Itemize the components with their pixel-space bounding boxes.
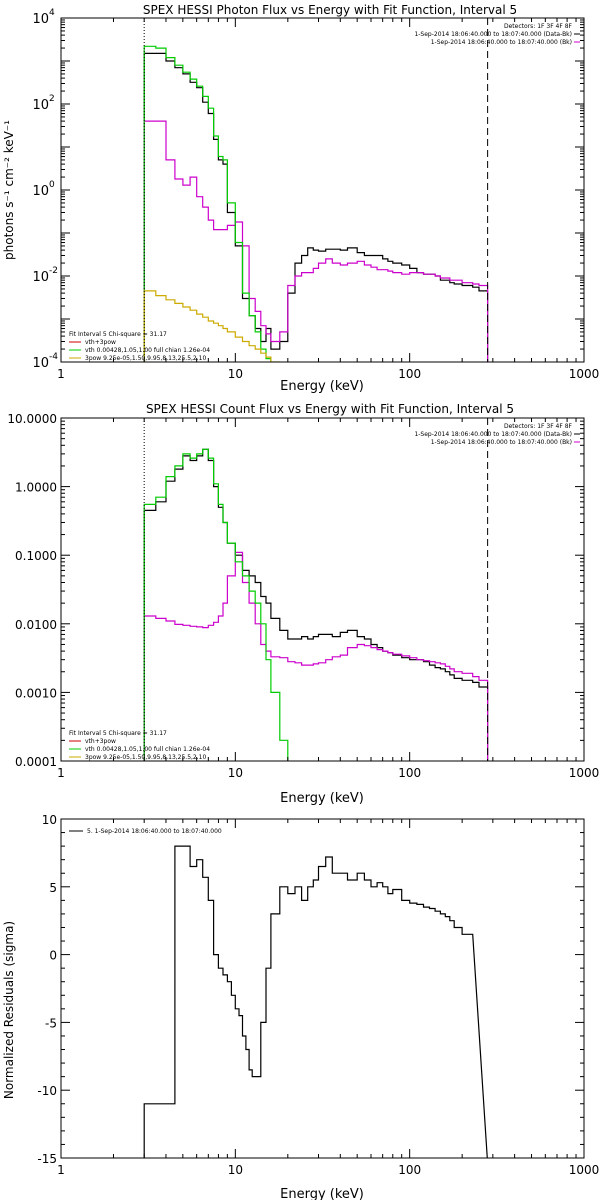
- y-tick-exponent: -4: [49, 352, 58, 362]
- plot-frame: [60, 818, 585, 1159]
- plot-area: 1 10 100 1000 -15 -10 -5 0 5 10 5. 1-Sep-2014 18:0…: [37, 813, 599, 1177]
- chart-title: SPEX HESSI Count Flux vs Energy with Fit…: [146, 402, 514, 416]
- photon-flux-panel: SPEX HESSI Photon Flux vs Energy with Fi…: [2, 3, 599, 394]
- y-tick-label: -10: [37, 1084, 57, 1098]
- count-flux-panel: SPEX HESSI Count Flux vs Energy with Fit…: [7, 402, 599, 806]
- series-bk-line: [143, 551, 489, 761]
- legend-entry-text: 3pow 9.25e-05,1.50,9.95,8.13,25.5,2.10: [85, 754, 206, 761]
- y-tick-label: 10: [32, 184, 49, 199]
- y-tick-label: 10: [32, 270, 49, 285]
- legend-entry-text: Detectors: 1F 3F 4F 8F: [504, 23, 573, 30]
- plot-frame: [60, 417, 585, 762]
- series-bk-line: [143, 120, 489, 362]
- legend-entry-text: vth 0.00428,1.05,1.00 full chian 1.26e-0…: [85, 347, 210, 354]
- y-tick-label: 10: [32, 12, 49, 27]
- y-tick-label: 0.0010: [15, 686, 57, 700]
- y-axis-label: photons s⁻¹ cm⁻² keV⁻¹: [2, 120, 16, 260]
- x-axis-label: Energy (keV): [280, 379, 364, 394]
- plot-frame: [60, 17, 585, 363]
- legend-entry-text: 3pow 9.25e-05,1.50,9.95,8.13,25.5,2.10: [85, 355, 206, 362]
- legend-entry-text: vth 0.00428,1.05,1.00 full chian 1.26e-0…: [85, 746, 210, 753]
- series-data-line: [143, 448, 489, 761]
- x-tick-label: 100: [398, 766, 421, 780]
- y-tick-label: 10: [32, 98, 49, 113]
- legend-entry-text: vth+3pow: [85, 339, 116, 346]
- x-tick-label: 1000: [569, 766, 600, 780]
- x-tick-label: 1: [57, 766, 65, 780]
- y-tick-exponent: -2: [49, 266, 58, 276]
- series-resid-line: [143, 845, 488, 1158]
- x-tick-label: 1: [57, 367, 65, 381]
- x-tick-label: 100: [398, 367, 421, 381]
- plot-area: 1 10 100 1000 0.0001 0.0010 0.0100 0.1000 1.0000…: [7, 412, 600, 780]
- y-tick-label: 1.0000: [15, 481, 57, 495]
- x-tick-label: 1000: [569, 1163, 600, 1177]
- y-tick-label: -15: [37, 1152, 57, 1166]
- x-axis-label: Energy (keV): [280, 1187, 364, 1200]
- y-tick-label: 0.1000: [15, 549, 57, 563]
- series-data-line: [143, 52, 489, 362]
- legend-entry-text: 1-Sep-2014 18:06:40.000 to 18:07:40.000 …: [414, 31, 572, 38]
- x-tick-label: 10: [228, 1163, 243, 1177]
- y-tick-label: 0: [49, 949, 57, 963]
- legend-entry-text: 5. 1-Sep-2014 18:06:40.000 to 18:07:40.0…: [87, 828, 222, 835]
- y-tick-exponent: 4: [49, 8, 55, 18]
- legend-entry-text: vth+3pow: [85, 738, 116, 745]
- y-tick-exponent: 2: [49, 94, 55, 104]
- series-group: [143, 448, 489, 761]
- y-tick-label: 5: [49, 881, 57, 895]
- x-tick-label: 1: [57, 1163, 65, 1177]
- y-tick-label: -5: [45, 1016, 57, 1030]
- y-tick-label: 10: [32, 356, 49, 371]
- legend-entry-text: Fit Interval 5 Chi-square = 31.17: [69, 730, 167, 737]
- chart-title: SPEX HESSI Photon Flux vs Energy with Fi…: [143, 3, 517, 17]
- y-axis-label: Normalized Residuals (sigma): [2, 921, 16, 1099]
- residuals-panel: Energy (keV) Normalized Residuals (sigma…: [2, 813, 599, 1200]
- series-fit-line: [143, 448, 289, 761]
- legend-entry-text: Detectors: 1F 3F 4F 8F: [504, 423, 573, 430]
- series-group: [143, 845, 488, 1158]
- y-tick-exponent: 0: [49, 180, 55, 190]
- x-tick-label: 1000: [569, 367, 600, 381]
- legend-entry-text: Fit Interval 5 Chi-square = 31.17: [69, 331, 167, 338]
- series-pow-line: [143, 290, 281, 362]
- legend-entry-text: 1-Sep-2014 18:06:40.000 to 18:07:40.000 …: [431, 39, 572, 46]
- y-tick-label: 10.0000: [7, 412, 57, 426]
- legend-entry-text: 1-Sep-2014 18:06:40.000 to 18:07:40.000 …: [414, 431, 572, 438]
- series-group: [143, 45, 489, 362]
- legend-entry-text: 1-Sep-2014 18:06:40.000 to 18:07:40.000 …: [431, 439, 572, 446]
- y-tick-label: 0.0100: [15, 618, 57, 632]
- x-tick-label: 10: [228, 766, 243, 780]
- y-tick-label: 10: [42, 813, 57, 827]
- x-tick-label: 100: [398, 1163, 421, 1177]
- x-tick-label: 10: [228, 367, 243, 381]
- y-tick-label: 0.0001: [15, 755, 57, 769]
- x-axis-label: Energy (keV): [280, 791, 364, 806]
